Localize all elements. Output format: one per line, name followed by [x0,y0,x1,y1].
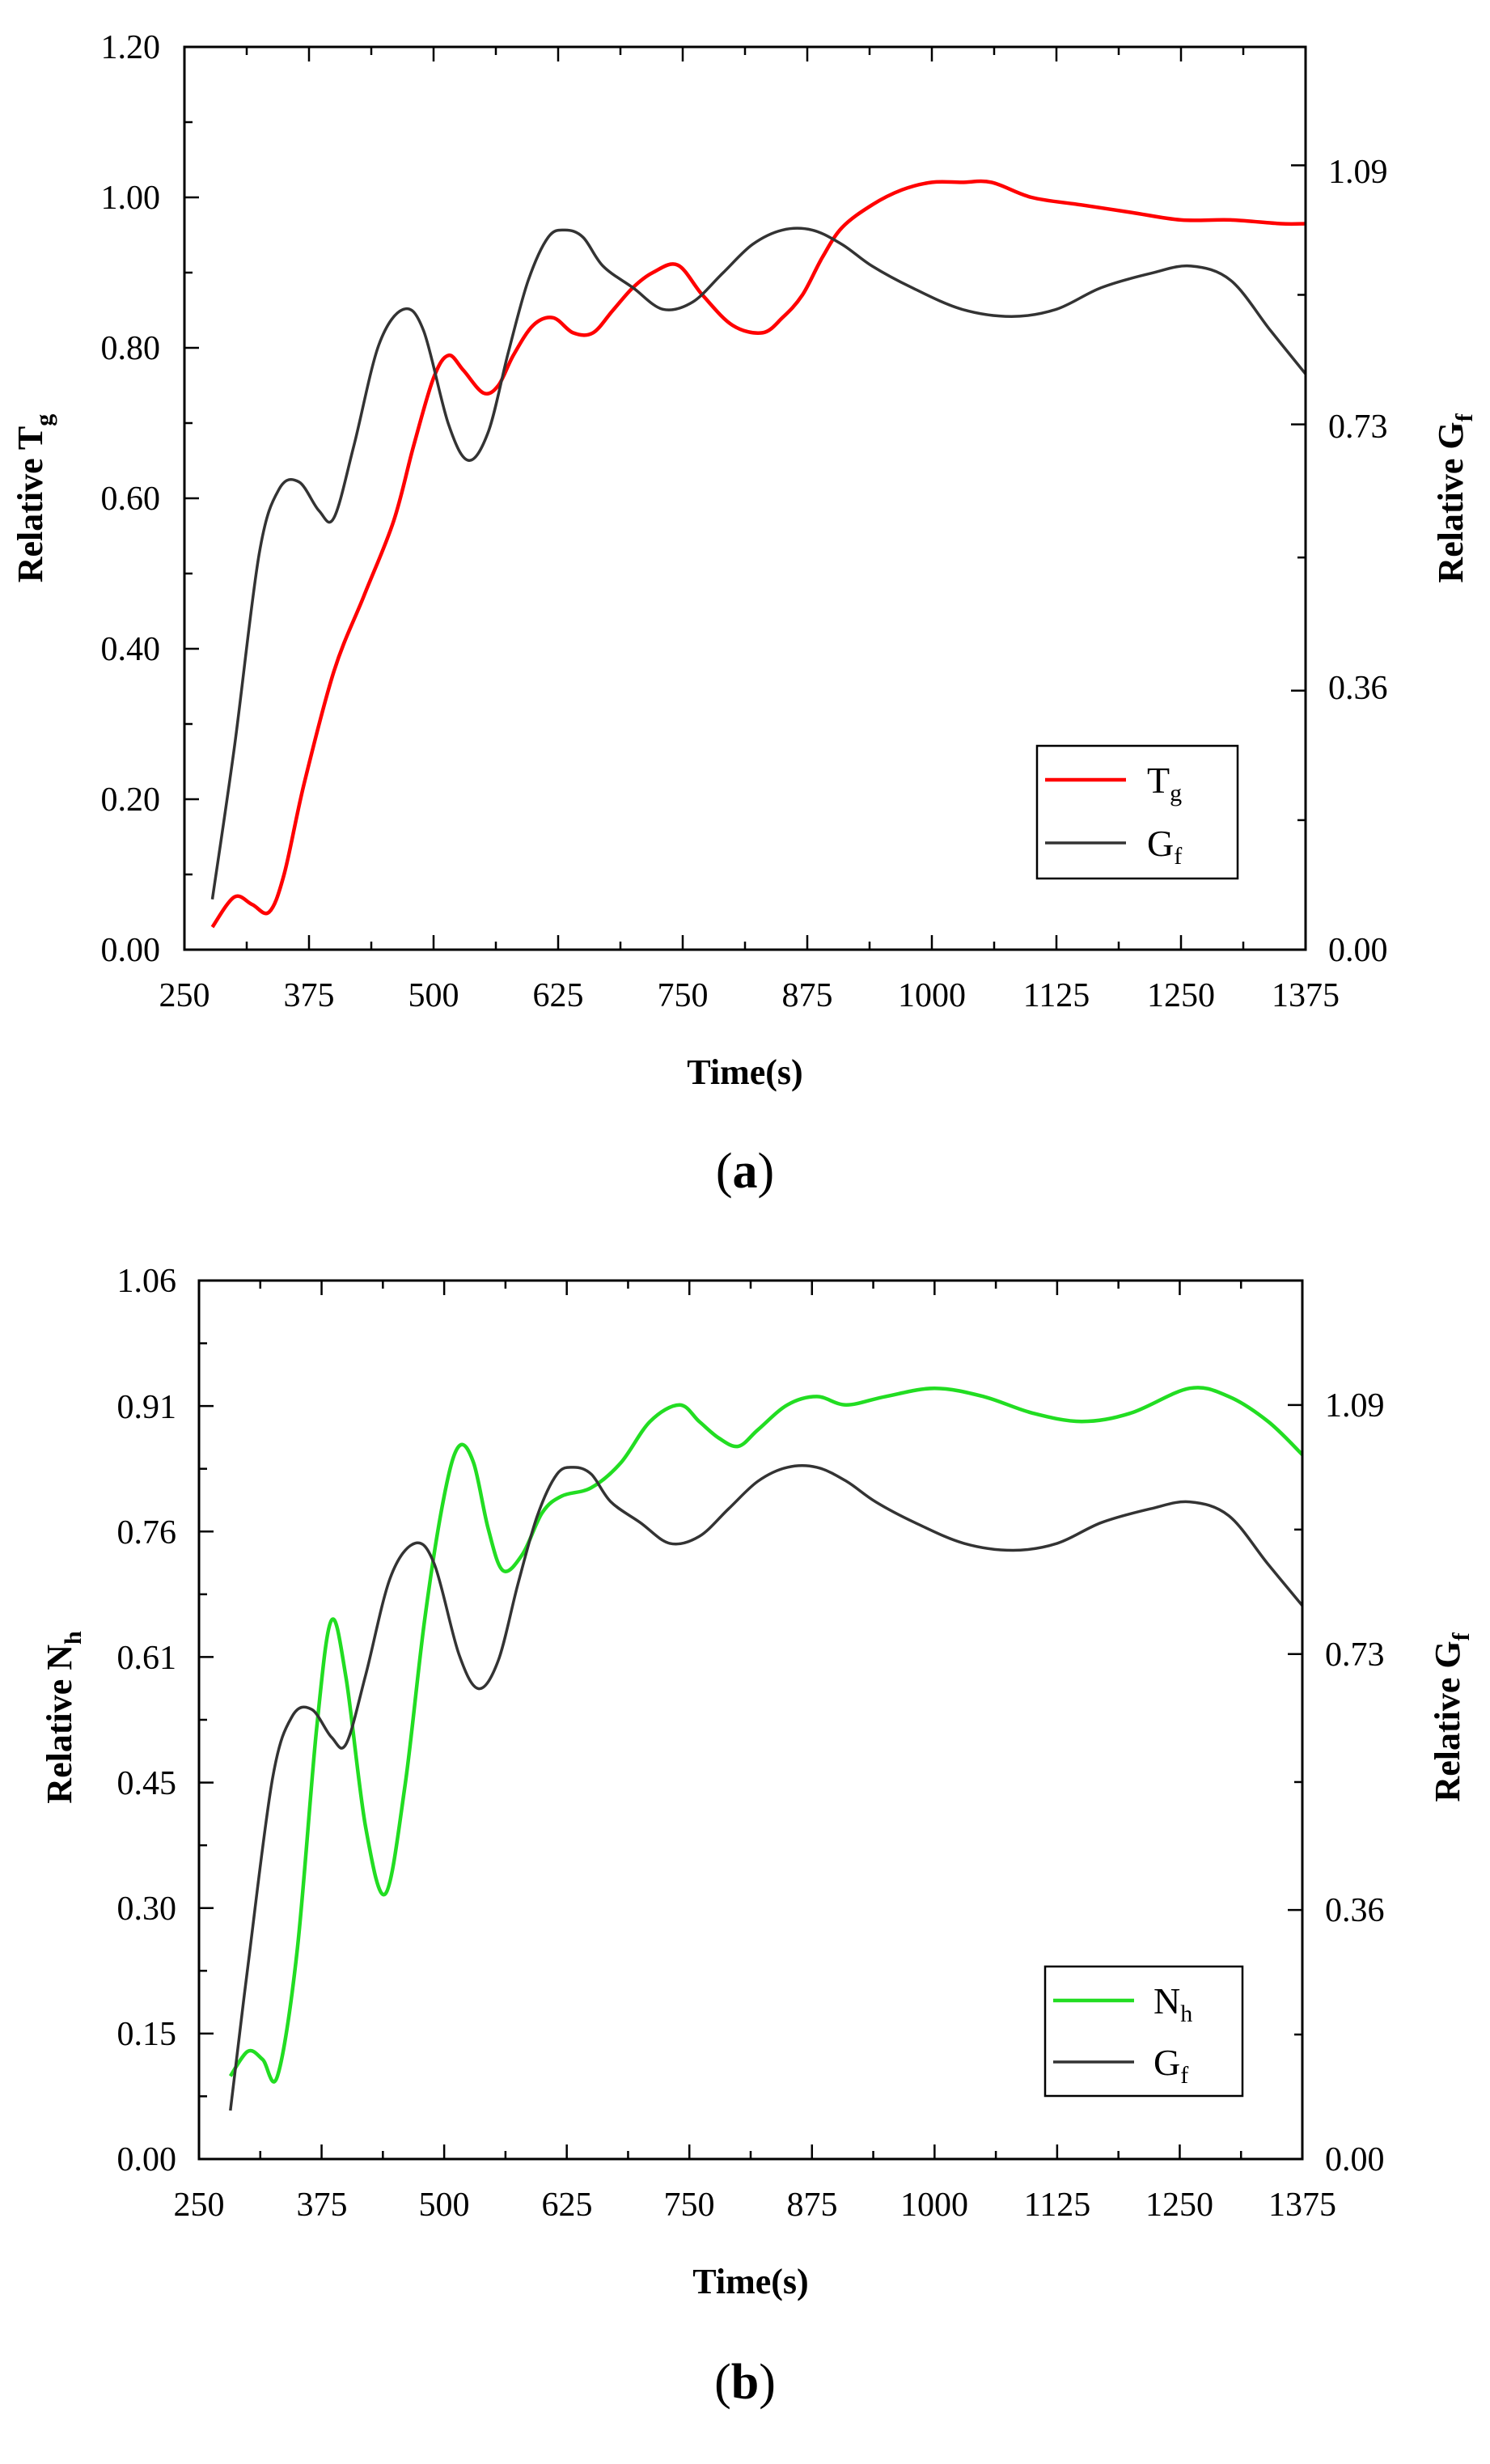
gf-series-line [210,227,1306,900]
chart-b: 250 375 500 625 750 875 1000 1125 1250 1… [40,1263,1475,2410]
y-tick-label: 0.20 [101,781,161,819]
y-tick-label: 0.30 [117,1890,177,1928]
x-axis-title: Time(s) [687,1052,802,1092]
x-tick-label: 1000 [898,977,966,1014]
axis-ticks [183,45,1307,951]
y-tick-labels: 0.00 0.20 0.40 0.60 0.80 1.00 1.20 [101,29,161,969]
y-tick-label: 1.00 [101,180,161,217]
y2-tick-label: 0.73 [1328,409,1388,446]
panel-label-b: (b) [714,2355,776,2410]
x-tick-label: 375 [297,2187,348,2224]
y-axis-title: Relative Tg [11,414,57,583]
x-tick-label: 1375 [1268,2187,1336,2224]
y-tick-label: 1.20 [101,29,161,66]
y-tick-label: 0.00 [117,2141,177,2178]
x-tick-label: 625 [542,2187,593,2224]
x-tick-label: 1250 [1147,977,1215,1014]
x-tick-labels: 250 375 500 625 750 875 1000 1125 1250 1… [174,2187,1337,2224]
x-tick-label: 625 [533,977,584,1014]
legend-label-tg: Tg [1147,760,1182,807]
x-tick-label: 500 [419,2187,470,2224]
y-tick-label: 0.61 [117,1640,177,1677]
legend-label-gf: Gf [1153,2042,1188,2089]
x-tick-label: 250 [159,977,210,1014]
legend: Tg Gf [1035,744,1239,880]
y-axis-title: Relative Nh [40,1631,87,1804]
panel-label-a: (a) [716,1144,774,1199]
gf-series-line [229,1463,1302,2111]
x-tick-label: 1000 [900,2187,968,2224]
y2-tick-labels: 0.00 0.36 0.73 1.09 [1325,1387,1385,2178]
x-tick-label: 375 [284,977,335,1014]
axis-ticks [197,1279,1304,2161]
y2-axis-title: Relative Gf [1428,1632,1475,1801]
y2-tick-label: 0.36 [1328,670,1388,707]
x-tick-label: 1125 [1024,2187,1090,2224]
x-tick-label: 750 [664,2187,715,2224]
y2-tick-label: 0.00 [1328,932,1388,969]
y-tick-label: 0.76 [117,1514,177,1552]
y2-tick-label: 0.00 [1325,2141,1385,2178]
x-tick-label: 1250 [1145,2187,1213,2224]
y2-tick-label: 0.36 [1325,1892,1385,1929]
legend-box [1035,744,1239,880]
y-tick-label: 0.40 [101,631,161,668]
x-tick-label: 1375 [1272,977,1340,1014]
y2-tick-label: 1.09 [1325,1387,1385,1425]
y-tick-label: 0.15 [117,2016,177,2053]
legend-label-gf: Gf [1147,823,1182,870]
y2-tick-label: 0.73 [1325,1636,1385,1674]
tg-series-line [210,179,1306,929]
y-tick-label: 0.60 [101,481,161,518]
legend-box [1043,1965,1244,2098]
x-axis-title: Time(s) [692,2262,808,2301]
chart-a: 250 375 500 625 750 875 1000 1125 1250 1… [11,29,1478,1199]
y2-tick-label: 1.09 [1328,154,1388,191]
y-tick-label: 0.00 [101,932,161,969]
series-layer [210,179,1306,929]
x-tick-label: 875 [787,2187,838,2224]
y-tick-label: 0.91 [117,1389,177,1426]
series-layer [228,1386,1302,2111]
y-tick-label: 1.06 [117,1263,177,1300]
legend-label-nh: Nh [1153,1980,1192,2027]
legend: Nh Gf [1043,1965,1244,2098]
x-tick-labels: 250 375 500 625 750 875 1000 1125 1250 1… [159,977,1340,1014]
x-tick-label: 500 [408,977,459,1014]
y-tick-label: 0.45 [117,1765,177,1802]
x-tick-label: 1125 [1023,977,1090,1014]
y-tick-label: 0.80 [101,330,161,367]
y-tick-labels: 0.00 0.15 0.30 0.45 0.61 0.76 0.91 1.06 [117,1263,177,2178]
x-tick-label: 250 [174,2187,225,2224]
nh-series-line [228,1386,1302,2084]
x-tick-label: 750 [658,977,709,1014]
y2-axis-title: Relative Gf [1431,413,1478,582]
y2-tick-labels: 0.00 0.36 0.73 1.09 [1328,154,1388,969]
x-tick-label: 875 [782,977,833,1014]
